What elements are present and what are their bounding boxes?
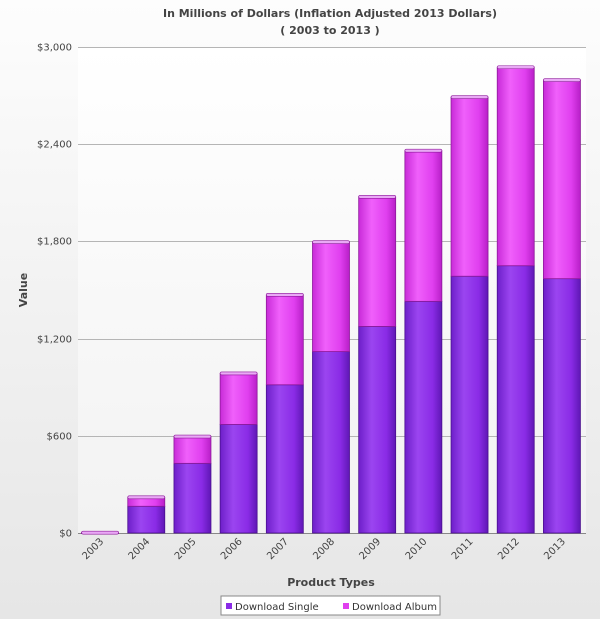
bar-download-single-2007	[265, 384, 304, 534]
bar-cap-2011	[450, 95, 489, 100]
bar-cap-2007	[266, 293, 304, 297]
bar-download-album-2011	[450, 96, 489, 277]
chart-subtitle: ( 2003 to 2013 )	[280, 24, 379, 37]
bar-cap-2012	[496, 65, 535, 70]
bar-download-single-2006	[219, 424, 258, 534]
bar-cap-2009	[358, 195, 396, 199]
bar-cap-2008	[312, 240, 350, 245]
bar-download-album-2008	[312, 241, 350, 352]
x-tick-label-2011: 2011	[450, 536, 476, 562]
bar-download-album-2012	[496, 66, 535, 267]
bar-download-single-2012	[496, 265, 535, 534]
bar-download-album-2005	[173, 436, 212, 464]
bar-cap-2004	[127, 495, 166, 500]
bar-download-album-2006	[219, 373, 258, 425]
legend-swatch-download-single	[226, 603, 232, 609]
bar-download-album-2009	[358, 196, 397, 327]
bar-cap-2006	[219, 371, 258, 376]
bar-download-single-2009	[358, 326, 397, 534]
x-tick-label-2003: 2003	[80, 536, 106, 562]
y-tick-label: $1,200	[37, 335, 72, 346]
y-tick-label: $1,800	[37, 237, 72, 248]
bar-download-single-2010	[404, 300, 443, 534]
bar-cap-2013	[543, 78, 581, 83]
x-tick-label-2009: 2009	[358, 536, 384, 562]
bar-download-album-2007	[265, 294, 304, 386]
legend-label-download-album: Download Album	[352, 602, 437, 613]
bar-download-album-2010	[404, 150, 443, 302]
bars	[81, 65, 581, 535]
bar-cap-2010	[404, 148, 443, 153]
x-axis-title: Product Types	[287, 576, 375, 589]
bar-download-single-2004	[127, 505, 166, 534]
bar-download-single-2013	[543, 278, 581, 534]
y-tick-label: $0	[59, 529, 72, 540]
x-tick-label-2005: 2005	[173, 536, 199, 562]
y-tick-label: $2,400	[37, 140, 72, 151]
x-tick-label-2012: 2012	[496, 536, 522, 562]
x-tick-label-2004: 2004	[127, 536, 153, 562]
bar-cap-2005	[173, 434, 212, 439]
x-axis-ticks: 2003 2004 2005 2006 2007 2008 2009 2010 2011 2012…	[80, 536, 568, 562]
legend-box	[220, 595, 441, 616]
legend-label-download-single: Download Single	[235, 602, 319, 613]
x-tick-label-2010: 2010	[404, 536, 430, 562]
chart-title: In Millions of Dollars (Inflation Adjust…	[163, 7, 497, 20]
bar-download-album-2013	[543, 79, 581, 280]
y-tick-label: $3,000	[37, 43, 72, 54]
x-tick-label-2006: 2006	[219, 536, 245, 562]
legend: Download Single Download Album	[220, 595, 441, 616]
bar-download-single-2005	[173, 462, 212, 534]
legend-swatch-download-album	[343, 603, 349, 609]
x-tick-label-2013: 2013	[542, 536, 568, 562]
x-tick-label-2007: 2007	[265, 536, 291, 562]
bar-download-single-2008	[312, 351, 350, 534]
bar-download-single-2011	[450, 275, 489, 534]
y-axis-ticks: $0 $600 $1,200 $1,800 $2,400 $3,000	[37, 43, 72, 540]
bar-cap-2003	[81, 530, 119, 535]
y-tick-label: $600	[47, 432, 72, 443]
y-axis-title: Value	[17, 273, 30, 307]
x-tick-label-2008: 2008	[311, 536, 337, 562]
